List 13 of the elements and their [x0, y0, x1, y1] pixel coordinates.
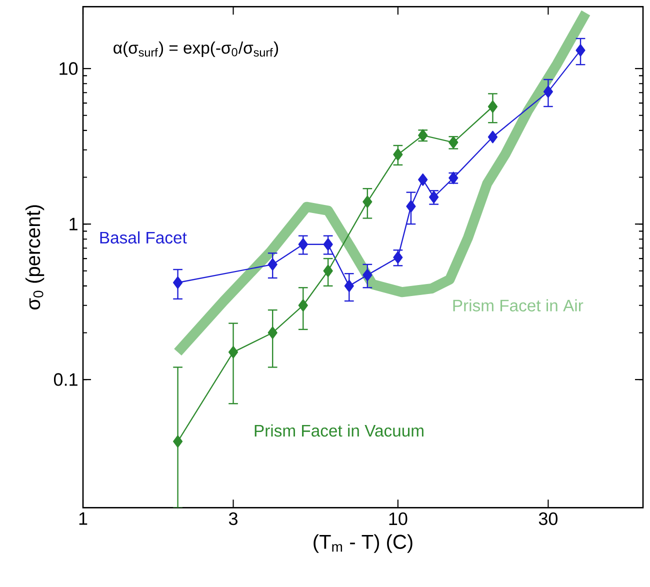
y-tick-label: 10 — [60, 62, 78, 76]
x-axis-title: (T$_{m}$ - T) (C) — [314, 534, 412, 554]
y-tick-label: 1 — [70, 218, 78, 230]
y-tick-label: 0.1 — [54, 373, 78, 386]
annotation: α(σ$_{surf}$) = exp(-σ$_{0}$/σ$_{surf}$) — [114, 42, 278, 58]
text: Basal Facet — [100, 231, 187, 244]
y-axis-title: σ$_{0}$ (percent) — [25, 205, 44, 310]
series-label: Prism Facet in Air — [453, 299, 584, 312]
text: Prism Facet in Vacuum — [254, 424, 424, 437]
x-tick-label: 1 — [79, 512, 88, 525]
x-tick-label: 10 — [389, 512, 408, 526]
x-tick-label: 3 — [228, 512, 238, 526]
x-tick-label: 30 — [538, 512, 558, 526]
